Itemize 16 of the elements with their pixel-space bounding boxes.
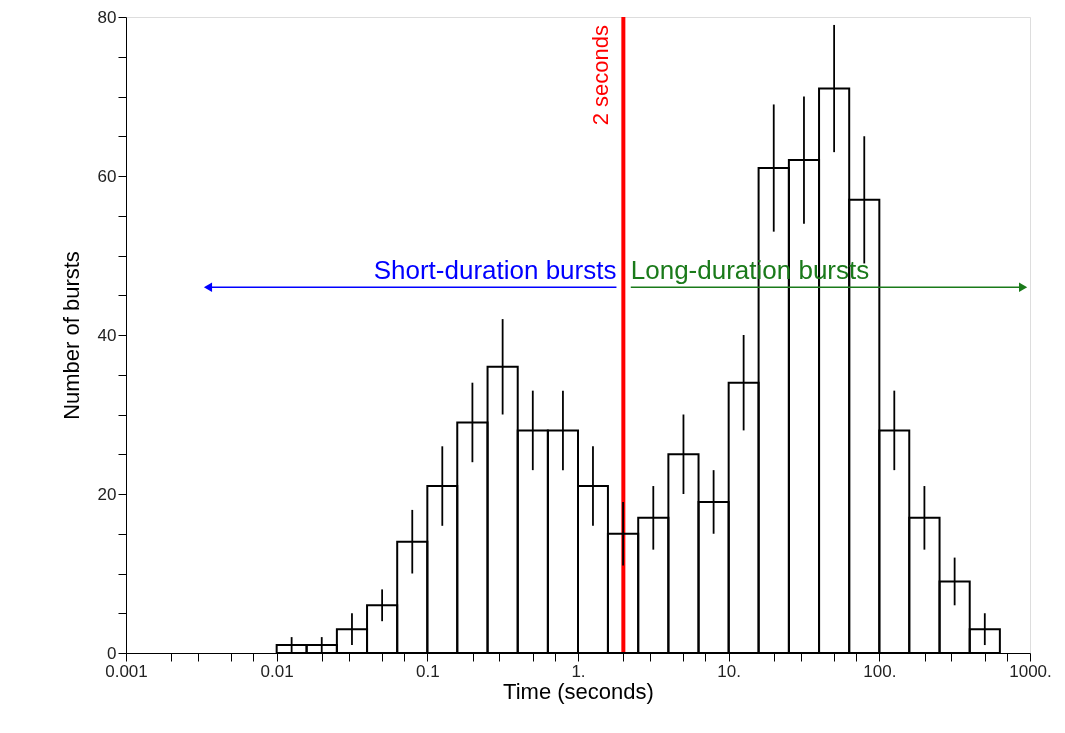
x-tick-label: 0.001 bbox=[105, 661, 148, 681]
x-tick-label: 100. bbox=[863, 661, 897, 681]
x-axis-title: Time (seconds) bbox=[503, 678, 654, 704]
x-tick-label: 1. bbox=[571, 661, 586, 681]
y-tick-label: 80 bbox=[97, 7, 117, 27]
annotation: Short-duration bursts bbox=[373, 255, 617, 286]
y-tick-label: 60 bbox=[97, 166, 117, 186]
x-tick-label: 0.01 bbox=[260, 661, 294, 681]
y-tick-label: 40 bbox=[97, 325, 117, 345]
y-axis-title: Number of bursts bbox=[58, 251, 84, 420]
x-tick-label: 10. bbox=[717, 661, 741, 681]
ref-line-label: 2 seconds bbox=[588, 25, 614, 126]
y-tick-label: 20 bbox=[97, 484, 117, 504]
x-tick-label: 1000. bbox=[1009, 661, 1052, 681]
x-tick-label: 0.1 bbox=[416, 661, 440, 681]
y-tick-label: 0 bbox=[107, 643, 117, 663]
